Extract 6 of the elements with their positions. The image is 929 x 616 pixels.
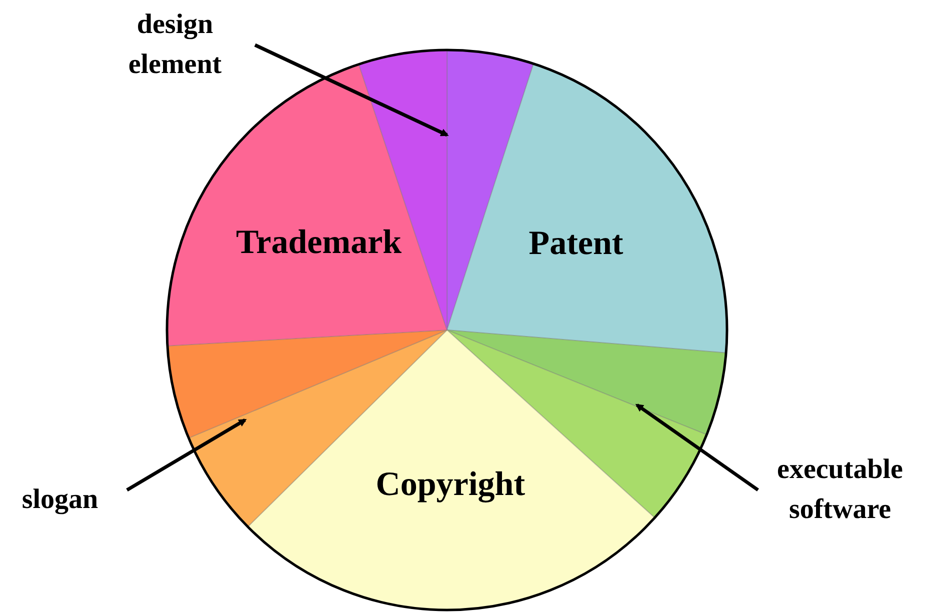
slice-label: Trademark <box>236 224 402 261</box>
text: slogan <box>20 483 100 517</box>
slice-label: Patent <box>528 225 624 262</box>
text: executable software <box>776 453 904 527</box>
slice-label: Copyright <box>376 466 526 503</box>
text: design element <box>127 8 223 82</box>
